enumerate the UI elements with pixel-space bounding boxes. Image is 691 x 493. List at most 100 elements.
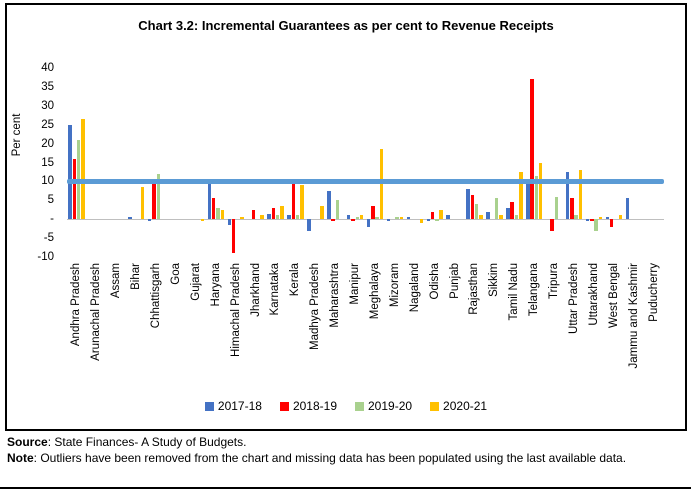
y-tick-label-35: 35 — [41, 80, 54, 93]
bar-karnataka-2020-21 — [280, 205, 284, 220]
source-label: Source — [7, 435, 48, 449]
x-axis-label-maharashtra: Maharashtra — [329, 263, 342, 328]
bar-karnataka-2018-19 — [271, 207, 276, 220]
bar-sikkim-2020-21 — [499, 215, 503, 220]
legend-swatch-icon — [355, 401, 364, 411]
x-axis-label-puducherry: Puducherry — [647, 263, 660, 322]
bar-uttar-pradesh-2018-19 — [570, 198, 574, 220]
chart-title: Chart 3.2: Incremental Guarantees as per… — [7, 18, 685, 34]
x-axis-label-tripura: Tripura — [548, 263, 561, 299]
x-axis-label-mizoram: Mizoram — [388, 263, 401, 308]
bar-himachal-pradesh-2017-18 — [227, 219, 232, 225]
plot-area — [67, 68, 664, 257]
bar-jammu-and-kashmir-2017-18 — [625, 198, 630, 220]
bar-sikkim-2017-18 — [486, 211, 490, 220]
bar-mizoram-2017-18 — [386, 219, 391, 222]
bar-gujarat-2020-21 — [200, 219, 205, 222]
bar-himachal-pradesh-2020-21 — [240, 217, 244, 220]
y-tick-label-15: 15 — [41, 156, 54, 169]
bar-kerala-2018-19 — [291, 183, 296, 220]
bar-bihar-2017-18 — [128, 217, 132, 220]
bar-uttar-pradesh-2020-21 — [578, 170, 583, 220]
bar-mizoram-2020-21 — [399, 217, 404, 220]
y-tick-label-5: 5 — [47, 194, 54, 207]
bar-odisha-2017-18 — [426, 219, 431, 222]
x-axis-label-andhra-pradesh: Andhra Pradesh — [70, 263, 83, 347]
bar-tamil-nadu-2019-20 — [514, 215, 519, 220]
bar-andhra-pradesh-2020-21 — [81, 119, 85, 220]
x-axis-label-kerala: Kerala — [289, 263, 302, 297]
reference-line-10pct — [67, 179, 664, 184]
bar-west-bengal-2017-18 — [605, 217, 610, 220]
bar-jharkhand-2020-21 — [260, 215, 264, 220]
bar-uttarakhand-2019-20 — [594, 219, 598, 231]
legend-item-2018-19: 2018-19 — [279, 399, 337, 413]
x-axis-label-punjab: Punjab — [448, 263, 461, 299]
bar-uttar-pradesh-2017-18 — [565, 171, 570, 220]
x-axis-label-bihar: Bihar — [130, 263, 143, 290]
bar-manipur-2018-19 — [351, 219, 355, 222]
bar-manipur-2017-18 — [346, 215, 351, 220]
y-tick-label-30: 30 — [41, 99, 54, 112]
bar-nagaland-2020-21 — [419, 219, 424, 223]
legend-swatch-icon — [204, 401, 214, 411]
bar-tamil-nadu-2017-18 — [506, 207, 510, 220]
bar-maharashtra-2019-20 — [335, 200, 340, 220]
source-line: Source: State Finances- A Study of Budge… — [7, 434, 683, 450]
x-axis-line — [67, 219, 664, 221]
bar-kerala-2017-18 — [287, 215, 291, 220]
bar-mizoram-2019-20 — [395, 217, 399, 220]
bar-rajasthan-2018-19 — [470, 194, 475, 220]
bar-tamil-nadu-2018-19 — [510, 202, 514, 220]
bar-telangana-2017-18 — [526, 179, 530, 220]
chart-box: Chart 3.2: Incremental Guarantees as per… — [5, 3, 687, 431]
bar-west-bengal-2018-19 — [609, 219, 614, 227]
y-tick-label--5: -5 — [43, 232, 54, 245]
x-axis-label-chhattisgarh: Chhattisgarh — [150, 263, 163, 329]
legend-label: 2018-19 — [292, 399, 337, 413]
y-tick-label--: - — [50, 213, 54, 226]
bar-kerala-2020-21 — [300, 185, 304, 220]
x-axis-label-rajasthan: Rajasthan — [468, 263, 481, 315]
bar-meghalaya-2019-20 — [375, 217, 379, 220]
bar-uttarakhand-2017-18 — [585, 219, 590, 222]
bar-chhattisgarh-2019-20 — [156, 173, 161, 220]
x-axis-label-assam: Assam — [110, 263, 123, 299]
bar-chhattisgarh-2018-19 — [152, 181, 156, 220]
bar-tripura-2018-19 — [550, 219, 554, 231]
bar-rajasthan-2017-18 — [466, 188, 470, 220]
y-tick-label-20: 20 — [41, 137, 54, 150]
bar-west-bengal-2020-21 — [618, 215, 623, 220]
bar-tripura-2019-20 — [554, 196, 559, 220]
bar-telangana-2020-21 — [538, 162, 543, 220]
legend-item-2020-21: 2020-21 — [430, 399, 487, 413]
x-axis-label-gujarat: Gujarat — [189, 263, 202, 301]
note-line: Note: Outliers have been removed from th… — [7, 450, 683, 466]
note-text: : Outliers have been removed from the ch… — [33, 451, 627, 465]
x-axis-label-telangana: Telangana — [528, 263, 541, 317]
x-axis-label-himachal-pradesh: Himachal Pradesh — [229, 263, 242, 357]
bar-telangana-2019-20 — [534, 175, 539, 220]
bar-sikkim-2019-20 — [494, 198, 499, 220]
bar-haryana-2017-18 — [207, 181, 212, 220]
bar-telangana-2018-19 — [530, 79, 534, 220]
bar-karnataka-2017-18 — [267, 213, 271, 220]
bar-manipur-2020-21 — [359, 215, 364, 220]
x-axis-label-arunachal-pradesh: Arunachal Pradesh — [90, 263, 103, 361]
bar-karnataka-2019-20 — [275, 215, 280, 220]
bar-odisha-2020-21 — [439, 209, 443, 220]
bar-haryana-2018-19 — [211, 198, 216, 220]
bar-chhattisgarh-2017-18 — [147, 219, 152, 222]
bar-bihar-2020-21 — [140, 187, 145, 220]
bar-andhra-pradesh-2018-19 — [72, 158, 77, 220]
x-axis-label-meghalaya: Meghalaya — [368, 263, 381, 320]
x-axis-label-west-bengal: West Bengal — [607, 263, 620, 328]
bar-madhya-pradesh-2017-18 — [307, 219, 311, 231]
bar-uttar-pradesh-2019-20 — [574, 215, 578, 220]
footer: Source: State Finances- A Study of Budge… — [7, 434, 683, 466]
bar-tamil-nadu-2020-21 — [519, 171, 523, 220]
bar-manipur-2019-20 — [355, 217, 360, 220]
source-text: : State Finances- A Study of Budgets. — [47, 435, 247, 449]
legend-label: 2017-18 — [217, 399, 262, 413]
bar-nagaland-2017-18 — [406, 217, 411, 220]
